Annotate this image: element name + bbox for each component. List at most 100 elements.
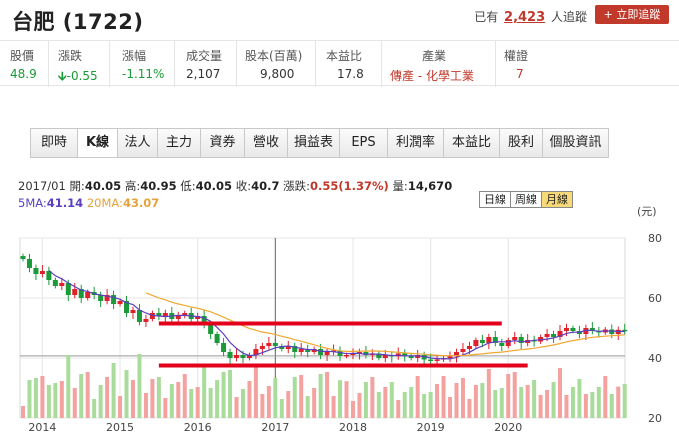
volume-bar [570,387,575,418]
volume-bars [21,354,627,418]
y-tick-label: 60 [648,292,662,305]
candle-body [292,346,298,352]
volume-bar [21,406,25,418]
volume-bar [512,372,517,418]
volume-bar [286,391,291,418]
volume-bar [312,388,317,418]
candle-body [182,313,188,316]
stat-capital: 股本(百萬) 9,800 [237,41,316,87]
candle-body [272,343,278,346]
stat-label: 成交量 [186,49,223,63]
volume-bar [150,379,155,418]
stat-value-wrapper: 🡫-0.55 [58,67,98,88]
volume-bar [338,380,343,418]
volume-bar [409,387,414,418]
candle-body [350,353,356,355]
volume-bar [603,376,608,418]
candle-body [246,355,252,358]
follow-prefix: 已有 [474,10,499,24]
arrow-down-icon: 🡫 [58,69,67,83]
y-tick-label: 20 [648,412,662,425]
volume-bar [240,389,245,418]
candle-body [453,352,459,357]
tab-realtime[interactable]: 即時 [30,128,77,158]
volume-bar [532,380,537,418]
volume-bar [105,377,110,418]
volume-bar [40,376,45,418]
stat-change: 漲跌 🡫-0.55 [49,41,110,87]
tab-profit-margin[interactable]: 利潤率 [387,128,443,158]
candle-body [622,329,628,332]
x-tick-label: 2018 [339,421,367,434]
stat-value: -1.11% [122,67,165,81]
volume-bar [221,372,226,418]
candle-body [285,346,291,349]
volume-bar [616,386,621,418]
stat-volume: 成交量 2,107 [175,41,237,87]
candle-body [175,316,181,319]
period-monthly[interactable]: 月線 [542,192,572,207]
volume-bar [33,378,38,418]
tab-income-statement[interactable]: 損益表 [287,128,339,158]
tab-kline[interactable]: K線 [77,128,117,158]
volume-bar [169,384,174,418]
volume-bar [66,355,71,418]
stat-value: 2,107 [186,67,221,81]
volume-bar [389,382,394,418]
stat-warrants: 權證 7 [496,41,552,87]
tab-pe-ratio[interactable]: 本益比 [443,128,499,158]
stat-value-link[interactable]: 7 [516,67,524,81]
ohlc-low-label: 低: [180,179,196,193]
stat-label: 權證 [504,49,529,63]
volume-bar [435,384,440,418]
ohlc-open-label: 開: [69,179,85,193]
candle-body [78,289,84,298]
stat-label: 本益比 [326,49,363,63]
period-daily[interactable]: 日線 [480,192,511,207]
tab-dividend[interactable]: 股利 [499,128,542,158]
tab-eps[interactable]: EPS [339,128,387,158]
follow-button[interactable]: + 立即追蹤 [595,5,669,24]
candle-body [311,349,317,352]
stat-value-link[interactable]: 傳產 - 化學工業 [390,69,474,83]
volume-bar [79,374,84,418]
volume-bar [344,381,349,418]
candle-body [544,334,550,337]
candle-body [421,355,427,360]
candle-body [486,337,492,343]
volume-bar [460,378,465,418]
candle-body [195,316,201,319]
volume-bar [583,394,588,418]
volume-bar [195,387,200,418]
volume-bar [260,394,265,418]
volume-bar [176,382,181,418]
volume-bar [622,384,627,418]
ma20-line [145,292,625,357]
candle-body [518,337,524,343]
tab-stock-info[interactable]: 個股資訊 [542,128,609,158]
volume-bar [519,387,524,418]
volume-bar [189,389,194,418]
tab-institutional[interactable]: 法人 [117,128,157,158]
candle-body [253,349,259,355]
ohlc-low: 40.05 [195,179,233,193]
ma5-label: 5MA: [18,196,47,210]
ohlc-close-label: 收: [235,179,252,193]
volume-bar [72,388,77,418]
x-tick-label: 2015 [106,421,134,434]
follow-count-link[interactable]: 2,423 [504,10,546,25]
candle-body [234,355,240,358]
stat-value: 9,800 [260,67,295,81]
volume-bar [130,380,135,418]
candle-body [143,319,149,322]
stat-industry: 產業 傳產 - 化學工業 [382,41,496,87]
follow-suffix: 人追蹤 [550,10,587,24]
tab-main-force[interactable]: 主力 [157,128,200,158]
stat-label: 漲幅 [122,49,147,63]
tab-margin[interactable]: 資券 [200,128,244,158]
period-weekly[interactable]: 周線 [511,192,542,207]
tab-revenue[interactable]: 營收 [244,128,287,158]
candle-body [382,355,388,358]
ohlc-close: 40.7 [251,179,280,193]
